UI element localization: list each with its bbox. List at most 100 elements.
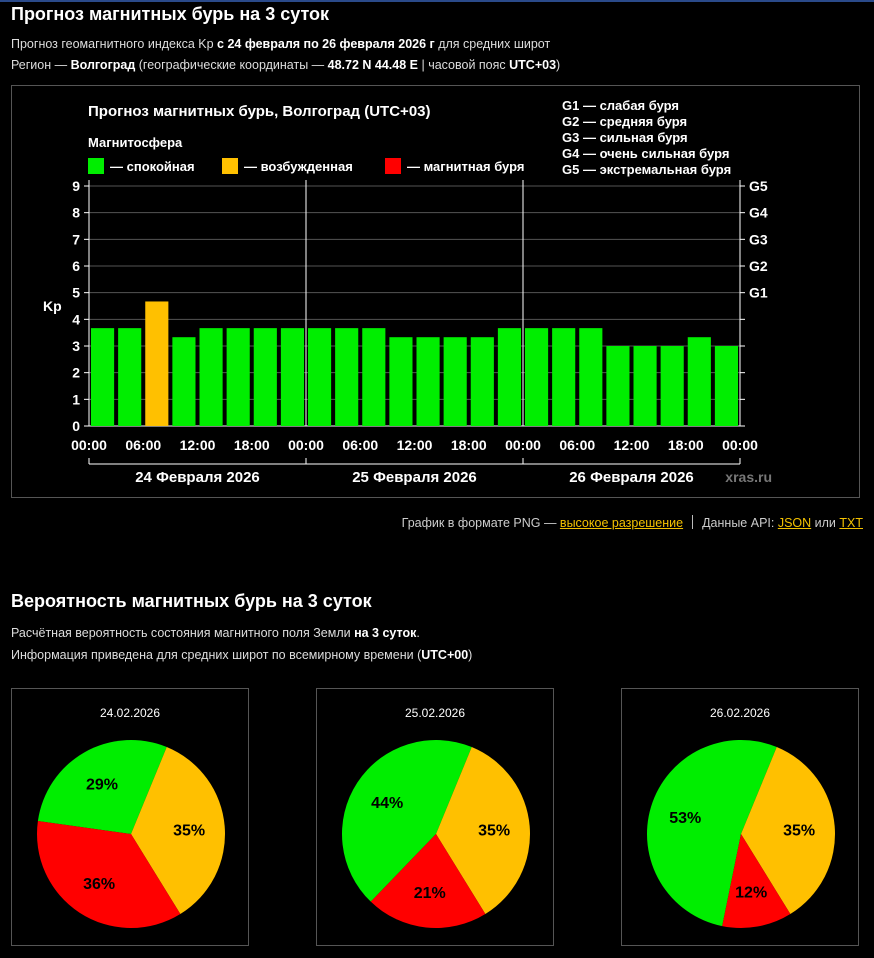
json-link[interactable]: JSON [777,516,812,530]
links-divider [692,515,694,529]
kp-bar [362,328,386,426]
kp-bar [91,328,115,426]
day-label: 26 Февраля 2026 [569,469,694,486]
forecast-description: Прогноз геомагнитного индекса Kp с 24 фе… [11,37,550,51]
pie-date: 25.02.2026 [404,706,466,720]
png-hires-link[interactable]: высокое разрешение [559,516,684,530]
coords-label: (географические координаты — [135,58,328,72]
y-axis-label: Kp [43,298,62,314]
legend-swatch-2 [385,158,401,174]
kp-bar [497,328,521,426]
kp-forecast-chart: Прогноз магнитных бурь, Волгоград (UTC+0… [11,85,860,498]
watermark: xras.ru [725,469,772,485]
pie-chart-day-1: 29% 35% 36% [37,740,225,928]
region-label: Регион — [11,58,71,72]
kp-bar [660,346,684,426]
pie-chart-day-3: 53% 35% 12% [646,739,835,928]
pie-slice-calm [37,740,167,834]
pie-label-storm: 12% [735,884,767,901]
pie-date: 24.02.2026 [99,706,161,720]
pie-slice-storm [370,834,486,928]
pie-card-day-3: 26.02.2026 53% 35% 12% [621,688,859,946]
pie-slice-calm [646,739,777,927]
g-legend-item-1: G2 — средняя буря [562,114,687,129]
tz-note-post: ) [468,648,473,662]
kp-bar [145,301,169,426]
g-tick-label: G1 [749,285,768,301]
g-legend-item-0: G1 — слабая буря [562,98,679,113]
kp-bar [443,337,467,426]
y-tick-label: 8 [72,205,80,221]
pie-slice-storm [37,821,181,928]
or-text: или [811,516,840,530]
pie-slice-calm [342,740,472,902]
y-tick-label: 5 [72,285,80,301]
probability-title: Вероятность магнитных бурь на 3 суток [11,591,372,611]
pie-label-excited: 35% [783,822,815,839]
kp-bar [416,337,440,426]
tz-note-utc: UTC+00 [421,648,469,662]
g-tick-label: G5 [749,178,768,194]
kp-bar [308,328,332,426]
kp-bar [226,328,250,426]
txt-link[interactable]: TXT [839,516,863,530]
pie-slice-excited [436,747,530,915]
region-coords: 48.72 N 44.48 E [327,58,418,72]
forecast-date-range: с 24 февраля по 26 февраля 2026 г [217,37,435,51]
kp-chart-svg: Прогноз магнитных бурь, Волгоград (UTC+0… [43,98,772,486]
png-text: График в формате PNG — [401,516,560,530]
y-tick-label: 6 [72,258,80,274]
kp-bar [335,328,359,426]
kp-bar [525,328,549,426]
legend-label-0: — спокойная [110,159,195,174]
pie-card-day-1: 24.02.2026 29% 35% 36% [11,688,249,946]
download-links: График в формате PNG — высокое разрешени… [402,515,863,530]
g-tick-label: G3 [749,231,768,247]
kp-bar [172,337,196,426]
y-tick-label: 9 [72,178,80,194]
pie-chart-day-2: 44% 35% 21% [342,740,530,928]
forecast-desc-pre: Прогноз геомагнитного индекса Kp [11,37,218,51]
chart-title: Прогноз магнитных бурь, Волгоград (UTC+0… [88,103,431,120]
pie-slice-excited [131,747,225,915]
api-text: Данные API: [702,516,778,530]
pie-label-excited: 35% [478,822,510,839]
x-tick-label: 06:00 [342,437,378,453]
tz-note-pre: Информация приведена для средних широт п… [11,648,422,662]
page-title: Прогноз магнитных бурь на 3 суток [11,4,330,24]
day-label: 25 Февраля 2026 [352,469,477,486]
probability-desc-post: . [416,626,420,640]
legend-swatch-0 [88,158,104,174]
probability-description: Расчётная вероятность состояния магнитно… [11,626,420,640]
kp-bar [280,328,304,426]
pie-label-calm: 53% [669,810,701,827]
pie-label-calm: 44% [371,795,403,812]
forecast-desc-post: для средних широт [434,37,551,51]
legend-title: Магнитосфера [88,135,183,150]
g-legend-item-2: G3 — сильная буря [562,130,688,145]
g-tick-label: G4 [749,205,768,221]
kp-bar [606,346,630,426]
kp-bar [389,337,413,426]
x-tick-label: 06:00 [559,437,595,453]
x-tick-label: 00:00 [288,437,324,453]
timezone-label: | часовой пояс [418,58,510,72]
y-tick-label: 4 [72,311,80,327]
x-tick-label: 06:00 [125,437,161,453]
region-info: Регион — Волгоград (географические коорд… [11,58,560,72]
kp-bar [552,328,576,426]
region-timezone: UTC+03 [509,58,557,72]
probability-period: на 3 суток [354,626,417,640]
day-label: 24 Февраля 2026 [135,469,260,486]
probability-desc-pre: Расчётная вероятность состояния магнитно… [11,626,355,640]
x-tick-label: 12:00 [397,437,433,453]
region-info-close: ) [556,58,561,72]
top-accent-line [0,0,874,2]
legend-label-1: — возбужденная [244,159,353,174]
kp-bar [199,328,223,426]
x-tick-label: 00:00 [71,437,107,453]
g-legend-item-3: G4 — очень сильная буря [562,146,729,161]
kp-bar [470,337,494,426]
x-tick-label: 12:00 [614,437,650,453]
g-tick-label: G2 [749,258,768,274]
